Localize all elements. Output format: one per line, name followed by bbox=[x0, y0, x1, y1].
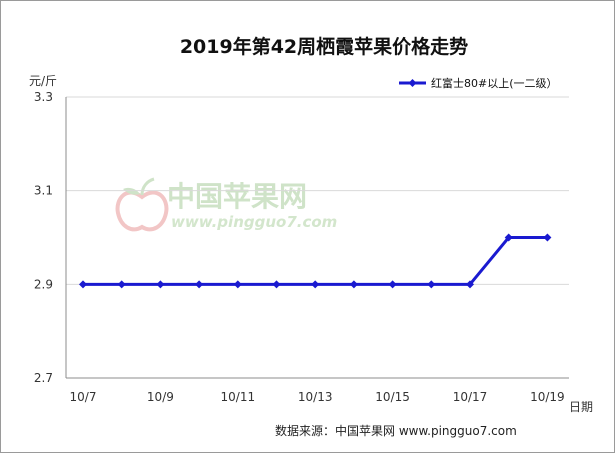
data-point bbox=[349, 280, 358, 289]
x-tick-label: 10/19 bbox=[530, 390, 565, 404]
watermark: 中国苹果网 www.pingguo7.com bbox=[115, 177, 337, 232]
legend: 红富士80#以上(一二级） bbox=[399, 76, 558, 90]
series-layer bbox=[79, 233, 552, 289]
x-tick-label: 10/17 bbox=[453, 390, 488, 404]
x-tick-label: 10/15 bbox=[375, 390, 410, 404]
data-source: 数据来源：中国苹果网 www.pingguo7.com bbox=[275, 423, 517, 438]
data-point bbox=[543, 233, 552, 242]
x-tick-label: 10/9 bbox=[147, 390, 174, 404]
data-point bbox=[466, 280, 474, 289]
data-point bbox=[311, 280, 320, 289]
data-point bbox=[427, 280, 436, 289]
legend-marker bbox=[408, 79, 417, 87]
y-tick-label: 3.1 bbox=[34, 184, 53, 198]
x-tick-label: 10/11 bbox=[221, 390, 256, 404]
chart-title: 2019年第42周栖霞苹果价格走势 bbox=[180, 35, 468, 58]
x-tick-label: 10/7 bbox=[70, 390, 97, 404]
y-axis-unit: 元/斤 bbox=[29, 74, 57, 88]
y-tick-label: 2.7 bbox=[34, 371, 53, 385]
legend-label: 红富士80#以上(一二级） bbox=[431, 76, 558, 90]
data-point bbox=[388, 280, 397, 289]
data-point bbox=[272, 280, 281, 289]
apple-logo-icon bbox=[115, 177, 169, 232]
y-tick-label: 2.9 bbox=[34, 277, 53, 291]
x-axis-ticks: 10/7 10/9 10/11 10/13 10/15 10/17 10/19 bbox=[70, 390, 565, 404]
y-tick-label: 3.3 bbox=[34, 90, 53, 104]
x-axis-label: 日期 bbox=[569, 400, 593, 414]
watermark-url: www.pingguo7.com bbox=[171, 213, 337, 231]
data-point bbox=[195, 280, 204, 289]
series-line bbox=[83, 236, 548, 286]
data-point bbox=[156, 280, 165, 289]
data-point bbox=[117, 280, 126, 289]
watermark-text: 中国苹果网 bbox=[167, 180, 307, 213]
x-tick-label: 10/13 bbox=[298, 390, 333, 404]
y-axis-ticks: 2.7 2.9 3.1 3.3 bbox=[34, 90, 53, 385]
data-point bbox=[79, 280, 87, 289]
data-point bbox=[504, 233, 513, 242]
data-point bbox=[233, 280, 242, 289]
